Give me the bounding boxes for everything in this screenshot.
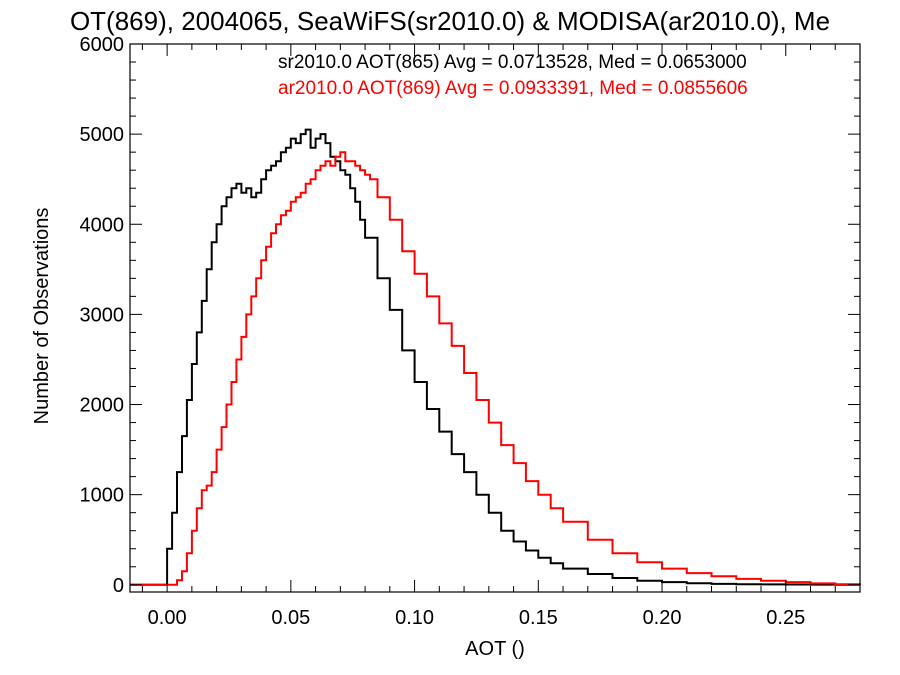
x-tick-label: 0.10 xyxy=(395,607,434,629)
series-line-2 xyxy=(130,151,861,586)
series-line-1 xyxy=(130,128,861,586)
axis-ticks xyxy=(130,43,861,592)
x-tick-label: 0.25 xyxy=(766,607,805,629)
y-tick-label: 3000 xyxy=(80,304,125,326)
plot-frame xyxy=(129,43,861,593)
legend-entry-ar2010: ar2010.0 AOT(869) Avg = 0.0933391, Med =… xyxy=(278,78,748,99)
y-tick-label: 2000 xyxy=(80,395,125,417)
x-tick-label: 0.05 xyxy=(271,607,310,629)
x-tick-label: 0.15 xyxy=(519,607,558,629)
x-tick-label: 0.00 xyxy=(148,607,187,629)
x-tick-label: 0.20 xyxy=(643,607,682,629)
y-tick-label: 0 xyxy=(113,575,124,597)
y-tick-label: 6000 xyxy=(80,34,125,56)
y-tick-label: 4000 xyxy=(80,214,125,236)
chart-title: OT(869), 2004065, SeaWiFS(sr2010.0) & MO… xyxy=(70,6,830,36)
legend-entry-sr2010: sr2010.0 AOT(865) Avg = 0.0713528, Med =… xyxy=(278,52,747,73)
x-axis-label: AOT () xyxy=(465,638,525,660)
y-tick-label: 1000 xyxy=(80,485,125,507)
plot-lines xyxy=(130,128,861,586)
y-axis-label: Number of Observations xyxy=(31,208,53,425)
y-tick-label: 5000 xyxy=(80,124,125,146)
axis-tick-labels: 0.00 0.05 0.10 0.15 0.20 0.25 0 1000 2000 3000 400… xyxy=(80,34,806,629)
